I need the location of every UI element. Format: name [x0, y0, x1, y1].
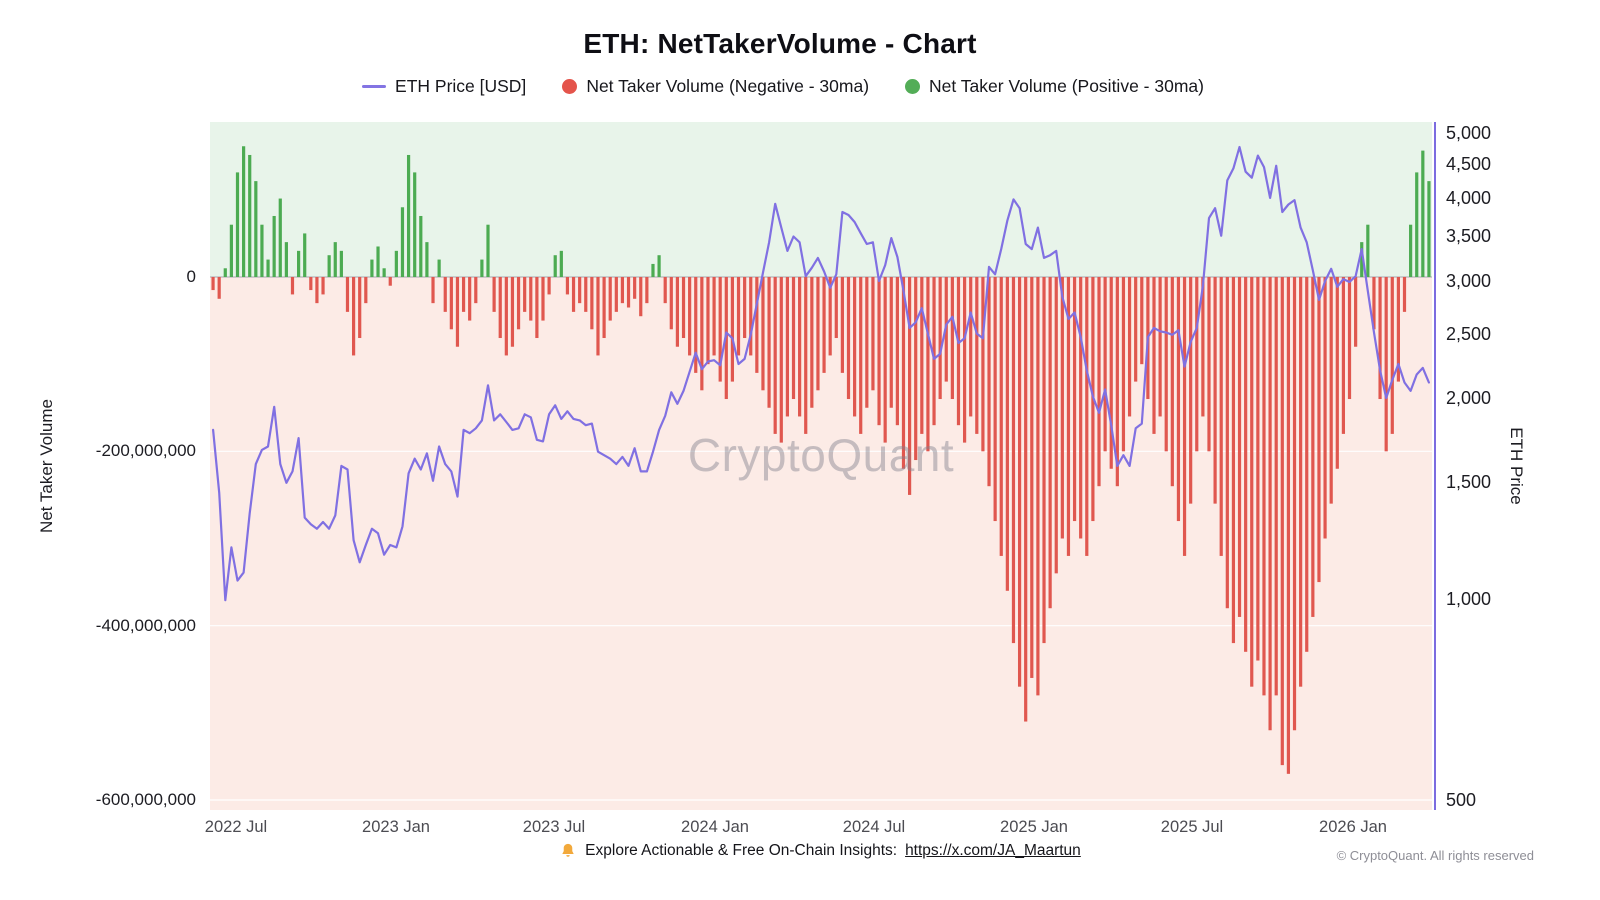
- legend-item-negative-volume[interactable]: Net Taker Volume (Negative - 30ma): [562, 76, 869, 97]
- y-axis-left-tick: 0: [186, 267, 196, 286]
- legend-label: Net Taker Volume (Positive - 30ma): [929, 76, 1204, 96]
- legend-label: ETH Price [USD]: [395, 76, 527, 96]
- footer: Explore Actionable & Free On-Chain Insig…: [40, 842, 1600, 860]
- bell-icon: [562, 843, 574, 857]
- x-axis-tick: 2025 Jan: [1000, 818, 1068, 836]
- x-axis-tick: 2024 Jul: [842, 818, 906, 836]
- y-axis-left-title: Net Taker Volume: [37, 399, 56, 533]
- chart-plot-area[interactable]: CryptoQuant: [210, 122, 1432, 810]
- x-axis-tick: 2025 Jul: [1160, 818, 1224, 836]
- y-axis-right-tick: 1,000: [1446, 589, 1492, 609]
- dot-swatch-icon: [562, 79, 578, 94]
- copyright-notice: © CryptoQuant. All rights reserved: [1336, 848, 1534, 863]
- y-axis-right-tick: 2,500: [1446, 324, 1492, 344]
- y-axis-left-tick: -200,000,000: [95, 441, 196, 460]
- x-axis-tick: 2026 Jan: [1319, 818, 1387, 836]
- y-axis-left-tick: -600,000,000: [95, 790, 196, 809]
- y-axis-right-tick: 3,500: [1446, 226, 1492, 246]
- chart-canvas[interactable]: [210, 122, 1432, 810]
- y-axis-left-tick: -400,000,000: [95, 616, 196, 635]
- x-axis-tick: 2024 Jan: [681, 818, 749, 836]
- legend-item-positive-volume[interactable]: Net Taker Volume (Positive - 30ma): [905, 76, 1204, 97]
- legend-label: Net Taker Volume (Negative - 30ma): [586, 76, 870, 96]
- y-axis-right-tick: 4,500: [1446, 154, 1492, 174]
- y-axis-right-tick: 500: [1446, 790, 1477, 810]
- y-axis-right-tick: 4,000: [1446, 188, 1492, 208]
- y-axis-right-tick: 5,000: [1446, 123, 1492, 143]
- right-axis-line: [1434, 122, 1436, 810]
- footer-text: Explore Actionable & Free On-Chain Insig…: [585, 842, 898, 859]
- dot-swatch-icon: [905, 79, 921, 94]
- chart-title: ETH: NetTakerVolume - Chart: [583, 28, 977, 59]
- y-axis-right-tick: 1,500: [1446, 472, 1492, 492]
- x-axis-tick: 2022 Jul: [204, 818, 268, 836]
- y-axis-right-tick: 2,000: [1446, 388, 1492, 408]
- x-axis-tick: 2023 Jan: [362, 818, 430, 836]
- x-axis-tick: 2023 Jul: [522, 818, 586, 836]
- line-swatch-icon: [362, 85, 387, 88]
- footer-link[interactable]: https://x.com/JA_Maartun: [905, 842, 1081, 859]
- y-axis-right-title: ETH Price: [1507, 427, 1526, 505]
- legend-item-eth-price[interactable]: ETH Price [USD]: [362, 76, 526, 97]
- chart-legend: ETH Price [USD] Net Taker Volume (Negati…: [0, 76, 1566, 97]
- y-axis-right-tick: 3,000: [1446, 271, 1492, 291]
